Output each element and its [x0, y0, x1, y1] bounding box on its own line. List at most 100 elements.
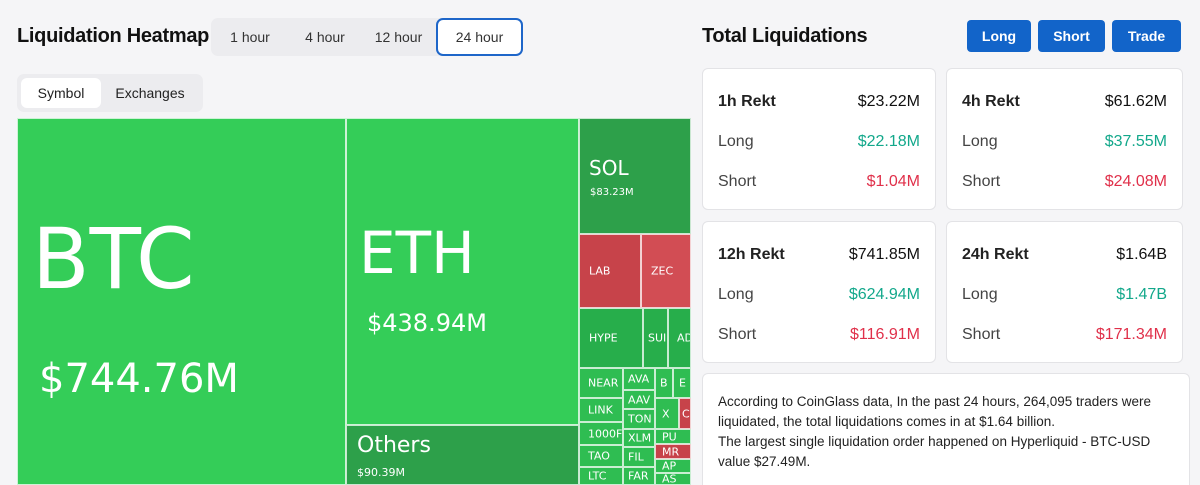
tile-near[interactable]: NEAR	[579, 368, 623, 398]
tile-ad-symbol: AD	[677, 331, 690, 345]
tab-symbol[interactable]: Symbol	[21, 78, 101, 108]
trade-button[interactable]: Trade	[1112, 20, 1181, 52]
long-label: Long	[718, 133, 754, 150]
tile-ltc[interactable]: LTC	[579, 467, 623, 485]
timeframe-selector: 1 hour 4 hour 12 hour 24 hour	[211, 18, 523, 56]
tile-eth-symbol: ETH	[359, 219, 475, 287]
tile-lab-symbol: LAB	[589, 264, 611, 278]
tile-btc-value: $744.76M	[39, 356, 239, 402]
tile-ad[interactable]: AD	[668, 308, 691, 368]
tile-btc[interactable]: BTC $744.76M	[17, 118, 346, 485]
tile-near-symbol: NEAR	[588, 376, 619, 390]
tab-exchanges[interactable]: Exchanges	[115, 85, 185, 101]
tile-c[interactable]: C	[679, 398, 691, 429]
tile-ton-symbol: TON	[628, 412, 652, 426]
short-label: Short	[962, 173, 1001, 190]
card-total: $61.62M	[1104, 93, 1167, 110]
short-label: Short	[718, 326, 757, 343]
short-label: Short	[962, 326, 1001, 343]
tile-hype[interactable]: HYPE	[579, 308, 643, 368]
tile-sol-value: $83.23M	[590, 187, 634, 198]
tile-sui[interactable]: SUI	[643, 308, 668, 368]
timeframe-4-hour[interactable]: 4 hour	[305, 29, 345, 45]
tile-xlm-symbol: XLM	[628, 431, 652, 445]
tile-b-symbol: B	[660, 376, 668, 390]
tile-pu-symbol: PU	[662, 430, 677, 443]
tile-pu[interactable]: PU	[655, 429, 691, 444]
card-4h-rekt: 4h Rekt $61.62M Long $37.55M Short $24.08M	[946, 68, 1183, 210]
tile-eth[interactable]: ETH $438.94M	[346, 118, 579, 425]
liquidation-treemap: BTC $744.76M ETH $438.94M Others $90.39M…	[17, 118, 691, 485]
short-label: Short	[718, 173, 757, 190]
tile-ava[interactable]: AVA	[623, 368, 655, 390]
timeframe-1-hour[interactable]: 1 hour	[230, 29, 270, 45]
tile-tao-symbol: TAO	[588, 449, 610, 463]
tile-sol-symbol: SOL	[589, 156, 629, 180]
tile-ap[interactable]: AP	[655, 459, 691, 473]
tile-fil-symbol: FIL	[628, 450, 644, 464]
long-button[interactable]: Long	[967, 20, 1031, 52]
card-total: $1.64B	[1116, 246, 1167, 263]
tile-eth-value: $438.94M	[367, 309, 487, 337]
tile-tao[interactable]: TAO	[579, 445, 623, 467]
tile-mr-symbol: MR	[662, 445, 680, 458]
tile-ava-symbol: AVA	[628, 372, 650, 386]
card-total: $23.22M	[857, 93, 920, 110]
card-12h-rekt: 12h Rekt $741.85M Long $624.94M Short $116.…	[702, 221, 936, 363]
tile-lab[interactable]: LAB	[579, 234, 641, 308]
card-total: $741.85M	[848, 246, 920, 263]
long-value: $22.18M	[857, 133, 920, 150]
tile-c-symbol: C	[682, 407, 690, 420]
tile-b[interactable]: B	[655, 368, 673, 398]
long-value: $37.55M	[1104, 133, 1167, 150]
card-24h-rekt: 24h Rekt $1.64B Long $1.47B Short $171.34M	[946, 221, 1183, 363]
tile-ltc-symbol: LTC	[588, 469, 607, 483]
tile-zec-symbol: ZEC	[651, 264, 674, 278]
tile-others-value: $90.39M	[357, 466, 405, 479]
tile-link[interactable]: LINK	[579, 398, 623, 422]
tile-zec[interactable]: ZEC	[641, 234, 691, 308]
tile-e[interactable]: E	[673, 368, 691, 398]
timeframe-12-hour[interactable]: 12 hour	[374, 29, 423, 45]
card-title: 24h Rekt	[962, 246, 1029, 263]
short-value: $1.04M	[866, 173, 920, 190]
tile-others-symbol: Others	[357, 433, 431, 458]
tile-ton[interactable]: TON	[623, 409, 655, 429]
short-button[interactable]: Short	[1038, 20, 1105, 52]
tile-xlm[interactable]: XLM	[623, 429, 655, 447]
tile-as-symbol: AS	[662, 473, 677, 485]
total-liquidations-title: Total Liquidations	[702, 25, 868, 47]
tile-e-symbol: E	[679, 376, 686, 390]
tile-1000f[interactable]: 1000F	[579, 422, 623, 445]
tile-aav-symbol: AAV	[628, 393, 651, 406]
tile-x[interactable]: X	[655, 398, 679, 429]
tile-others[interactable]: Others $90.39M	[346, 425, 579, 485]
timeframe-24-hour[interactable]: 24 hour	[436, 18, 523, 56]
tile-far-symbol: FAR	[628, 469, 649, 483]
tile-fil[interactable]: FIL	[623, 447, 655, 467]
long-label: Long	[962, 133, 998, 150]
tile-hype-symbol: HYPE	[589, 331, 618, 345]
long-value: $624.94M	[848, 286, 920, 303]
short-value: $24.08M	[1104, 173, 1167, 190]
tile-aav[interactable]: AAV	[623, 390, 655, 409]
group-by-selector: Symbol Exchanges	[17, 74, 203, 112]
summary-line-1: According to CoinGlass data, In the past…	[718, 394, 1152, 429]
short-value: $171.34M	[1095, 326, 1167, 343]
long-label: Long	[962, 286, 998, 303]
card-1h-rekt: 1h Rekt $23.22M Long $22.18M Short $1.04M	[702, 68, 936, 210]
tile-far[interactable]: FAR	[623, 467, 655, 485]
tile-link-symbol: LINK	[588, 403, 613, 417]
tile-btc-symbol: BTC	[32, 210, 195, 308]
heatmap-title: Liquidation Heatmap	[17, 25, 210, 47]
card-title: 1h Rekt	[718, 93, 776, 110]
tile-as[interactable]: AS	[655, 473, 691, 485]
tile-x-symbol: X	[662, 407, 670, 420]
tile-sol[interactable]: SOL $83.23M	[579, 118, 691, 234]
short-value: $116.91M	[850, 326, 920, 343]
card-title: 12h Rekt	[718, 246, 785, 263]
tile-mr[interactable]: MR	[655, 444, 691, 459]
long-label: Long	[718, 286, 754, 303]
tile-sui-symbol: SUI	[648, 331, 667, 345]
tile-1000f-symbol: 1000F	[588, 427, 623, 440]
